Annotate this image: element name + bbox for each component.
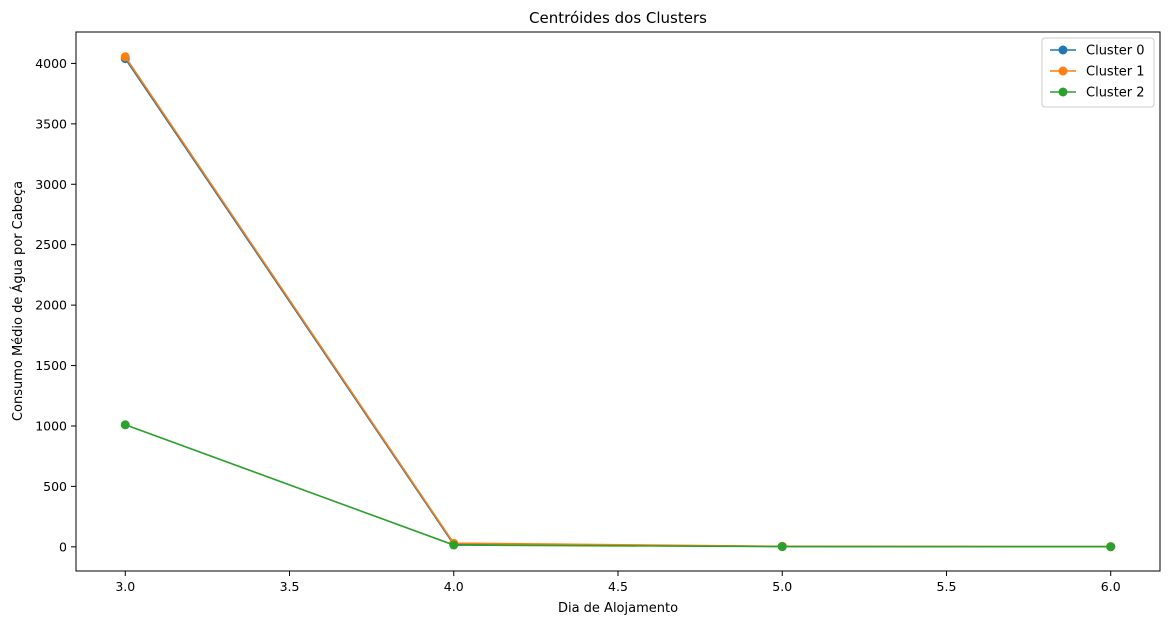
y-tick-label: 1000 bbox=[35, 418, 67, 433]
y-tick-label: 3500 bbox=[35, 116, 67, 131]
legend-marker bbox=[1058, 66, 1068, 76]
x-tick-label: 5.5 bbox=[937, 579, 957, 594]
data-point-cluster-2 bbox=[449, 540, 459, 550]
x-tick-label: 3.0 bbox=[115, 579, 135, 594]
y-tick-label: 500 bbox=[43, 479, 67, 494]
x-tick-label: 4.0 bbox=[444, 579, 464, 594]
plot-area: 3.0 3.5 4.0 4.5 5.0 5.5 6.0 0 500 1000 1500 2000 250… bbox=[35, 31, 1161, 594]
x-axis-label: Dia de Alojamento bbox=[558, 601, 678, 616]
series-line-cluster-0 bbox=[124, 58, 1111, 548]
series-line-cluster-2 bbox=[124, 424, 1111, 548]
data-point-cluster-2 bbox=[120, 420, 130, 430]
x-tick-label: 3.5 bbox=[280, 579, 300, 594]
x-tick-label: 5.0 bbox=[772, 579, 792, 594]
y-axis-label: Consumo Médio de Água por Cabeça bbox=[10, 181, 26, 421]
y-tick-label: 0 bbox=[59, 539, 67, 554]
data-point-cluster-2 bbox=[1106, 542, 1116, 552]
series-line-cluster-1 bbox=[124, 56, 1111, 548]
x-tick-label: 6.0 bbox=[1101, 579, 1121, 594]
y-tick-label: 3000 bbox=[35, 177, 67, 192]
legend-label: Cluster 1 bbox=[1086, 65, 1145, 80]
chart-title: Centróides dos Clusters bbox=[529, 9, 707, 27]
legend-marker bbox=[1058, 45, 1068, 55]
y-tick-label: 4000 bbox=[35, 56, 67, 71]
axes-frame bbox=[75, 31, 1161, 572]
y-tick-label: 1500 bbox=[35, 358, 67, 373]
legend: Cluster 0 Cluster 1 Cluster 2 bbox=[1041, 37, 1155, 108]
y-tick-label: 2500 bbox=[35, 237, 67, 252]
x-tick-label: 4.5 bbox=[608, 579, 628, 594]
legend-label: Cluster 0 bbox=[1086, 44, 1145, 59]
data-point-cluster-2 bbox=[777, 542, 787, 552]
legend-marker bbox=[1058, 87, 1068, 97]
legend-box bbox=[1041, 37, 1155, 108]
data-point-cluster-1 bbox=[120, 52, 130, 62]
legend-label: Cluster 2 bbox=[1086, 86, 1145, 101]
y-tick-label: 2000 bbox=[35, 298, 67, 313]
